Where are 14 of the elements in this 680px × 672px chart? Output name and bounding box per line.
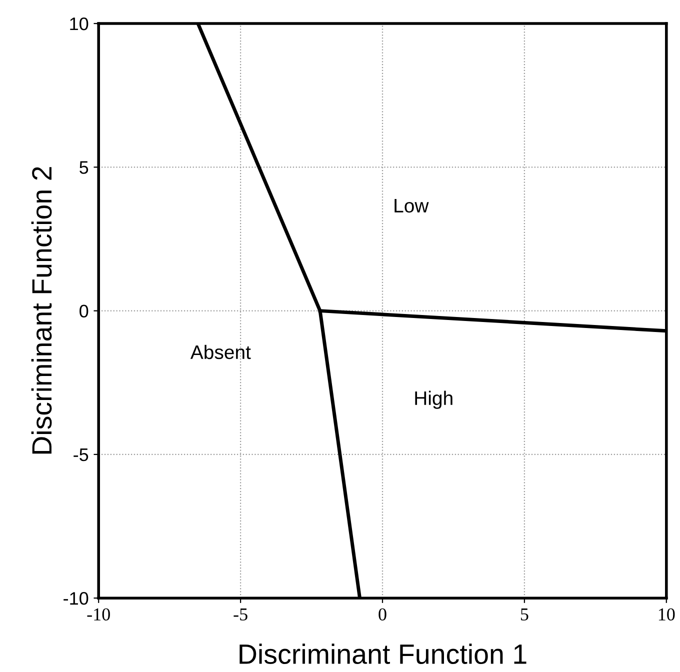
x-tick-label: 5 <box>520 608 528 621</box>
y-tick-label: 10 <box>70 17 88 30</box>
annotation: Low <box>394 199 429 213</box>
y-tick-label: 0 <box>80 304 88 318</box>
y-tick-label: 5 <box>80 161 88 174</box>
y-axis-title: Discriminant Function 2 <box>31 167 52 454</box>
annotation: High <box>415 390 452 409</box>
annotation: Absent <box>190 344 251 360</box>
x-tick-label: 10 <box>658 608 675 621</box>
x-tick-label: -5 <box>234 608 248 621</box>
x-tick-label: 0 <box>378 608 386 621</box>
x-axis-title: Discriminant Function 1 <box>240 644 526 664</box>
y-tick-label: -10 <box>64 592 88 605</box>
y-tick-label: -5 <box>74 448 88 462</box>
